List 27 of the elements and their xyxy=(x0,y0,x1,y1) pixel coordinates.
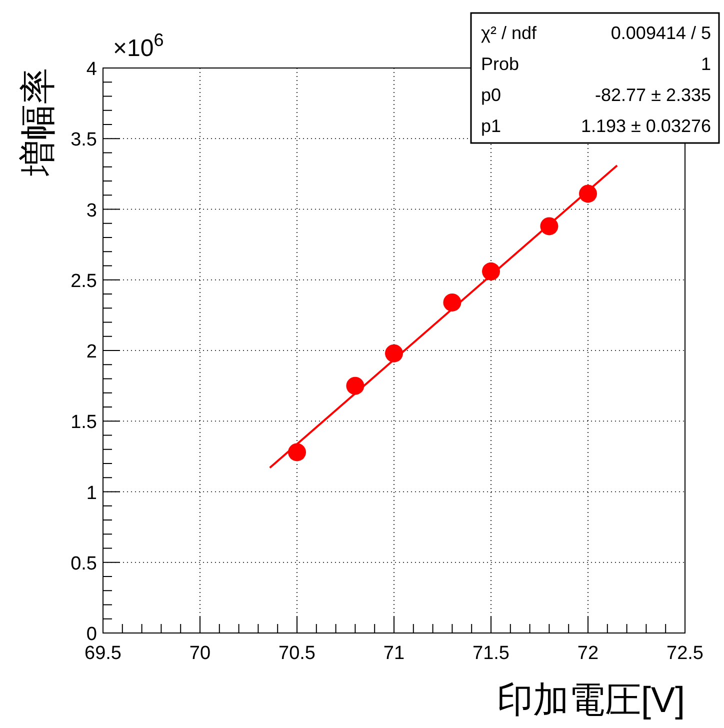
x-tick-label: 71.5 xyxy=(472,643,510,664)
annotation: p0 xyxy=(481,85,502,105)
y-tick-label: 2 xyxy=(86,342,97,362)
text: 1 xyxy=(700,54,711,74)
y-tick-label: 2.5 xyxy=(70,270,97,292)
x-tick-label: 70 xyxy=(189,643,211,664)
x-axis-title: 印加電圧[V] xyxy=(496,679,685,720)
x-tick-label: 72.5 xyxy=(666,643,704,664)
x-tick-label: 72 xyxy=(577,643,599,664)
x-tick-label: 70.5 xyxy=(278,643,316,664)
annotation: 1.193 ± 0.03276 xyxy=(581,116,711,136)
x-tick-label: 71 xyxy=(383,643,405,664)
y-tick-label: 0 xyxy=(86,624,97,645)
annotation: Prob xyxy=(481,54,520,74)
y-tick-label: 4 xyxy=(86,59,98,80)
y-tick-label: 0.5 xyxy=(70,553,97,574)
text: χ² / ndf xyxy=(481,23,536,43)
text: ×10$^{6}$ xyxy=(113,30,164,62)
y-tick-label: 3 xyxy=(86,200,97,222)
annotation: -82.77 ± 2.335 xyxy=(595,85,711,105)
y-tick-label: 1.5 xyxy=(70,412,97,434)
annotation: p1 xyxy=(481,116,502,136)
x-tick-label: 69.5 xyxy=(84,643,122,664)
y-axis-title: 増幅率 xyxy=(17,68,58,177)
y-tick-label: 3.5 xyxy=(70,130,97,151)
y-tick-label: 1 xyxy=(86,482,97,504)
text: 0.009414 / 5 xyxy=(610,23,711,43)
